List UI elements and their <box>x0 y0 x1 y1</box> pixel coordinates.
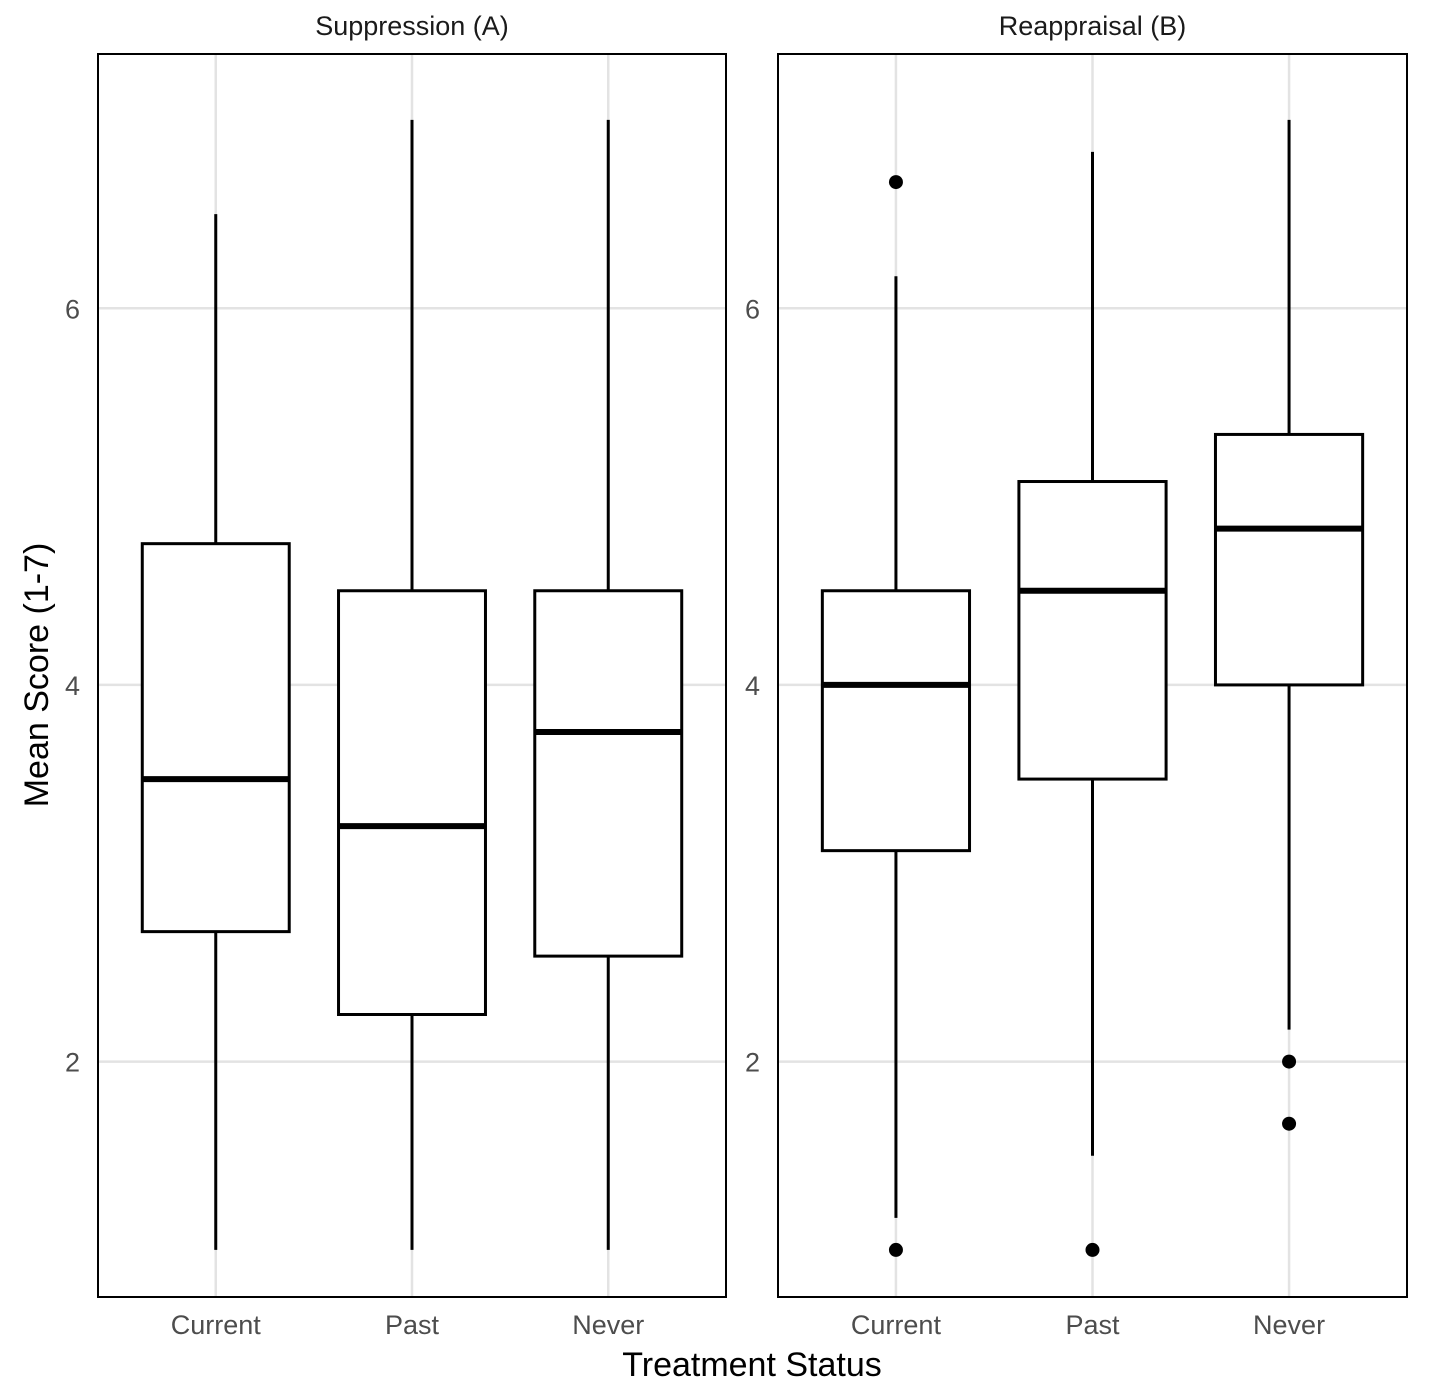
outlier-point <box>1085 1242 1100 1257</box>
box-iqr <box>337 589 487 1016</box>
panel-border <box>777 53 1408 1298</box>
box-past <box>1017 151 1168 1257</box>
panel-title: Suppression (A) <box>315 11 509 41</box>
y-tick-label: 4 <box>745 671 760 701</box>
x-tick-label: Current <box>851 1310 942 1340</box>
outlier-point <box>888 1242 903 1257</box>
box-never <box>533 119 684 1250</box>
x-tick-label: Past <box>385 1310 440 1340</box>
panel-title: Reappraisal (B) <box>999 11 1187 41</box>
panel-suppression: Suppression (A) 2 4 6 Current Past Never <box>65 11 727 1340</box>
y-tick-label: 6 <box>65 294 80 324</box>
box-iqr <box>140 542 291 934</box>
x-axis-label: Treatment Status <box>622 1346 882 1384</box>
outlier-point <box>888 175 903 190</box>
x-tick-label: Current <box>171 1310 262 1340</box>
x-tick-label: Never <box>572 1310 644 1340</box>
y-tick-label: 2 <box>65 1048 80 1078</box>
outlier-point <box>1282 1116 1297 1131</box>
panel-border <box>97 53 727 1298</box>
x-tick-label: Never <box>1253 1310 1325 1340</box>
y-tick-label: 4 <box>65 671 80 701</box>
y-tick-label: 6 <box>745 294 760 324</box>
box-past <box>337 119 487 1250</box>
y-axis-label: Mean Score (1-7) <box>18 543 56 808</box>
box-never <box>1213 119 1365 1131</box>
box-iqr <box>533 589 684 958</box>
box-iqr <box>1017 480 1168 781</box>
y-tick-label: 2 <box>745 1048 760 1078</box>
box-current <box>820 175 972 1257</box>
box-iqr <box>1213 432 1365 687</box>
panel-reappraisal: Reappraisal (B) 2 4 6 Current Past Never <box>745 11 1408 1340</box>
outlier-point <box>1282 1054 1297 1069</box>
box-iqr <box>820 589 972 853</box>
box-current <box>140 214 291 1250</box>
x-tick-label: Past <box>1065 1310 1120 1340</box>
